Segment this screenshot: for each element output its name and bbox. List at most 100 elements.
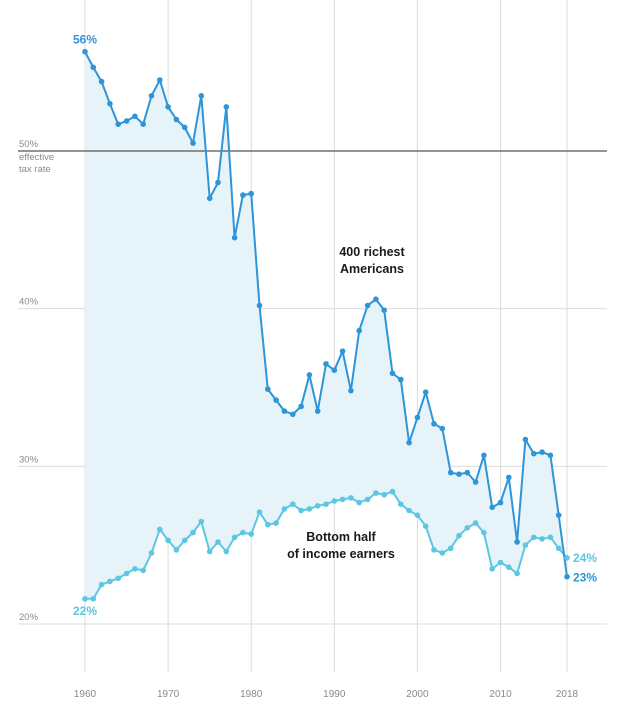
bottom-half-point-2018 [564,555,570,561]
bottom-half-point-1982 [265,521,271,528]
bottom-half-point-2017 [555,545,562,552]
richest-point-2012 [514,539,520,545]
richest-point-2000 [414,414,421,421]
richest-point-2004 [447,469,454,476]
richest-point-1968 [148,93,155,99]
richest-point-1982 [265,386,271,392]
bottom-half-point-2014 [531,534,537,541]
richest-point-1989 [323,361,329,367]
bottom-half-point-1974 [198,518,205,525]
area-between-series [85,51,567,599]
richest-point-1987 [306,372,313,378]
richest-point-2016 [547,452,554,459]
x-tick-label-4: 2000 [406,689,429,700]
richest-point-2003 [439,425,446,432]
richest-point-1988 [314,408,321,414]
richest-point-1975 [206,195,213,202]
bottom-half-point-1966 [132,566,138,572]
bottom-half-point-1971 [173,547,180,553]
richest-point-1992 [348,387,354,394]
bottom-half-point-2006 [464,525,471,531]
richest-point-1961 [90,64,97,71]
richest-point-1972 [181,124,188,131]
bottom-half-point-1998 [398,501,404,508]
richest-point-1976 [215,179,221,186]
bottom-half-point-2005 [456,532,462,539]
y-tick-label-2: 40% [19,297,39,308]
richest-point-1985 [290,411,296,418]
label-bottom-end: 24% [573,551,597,565]
richest-point-2011 [506,474,512,481]
bottom-half-point-1989 [323,501,329,508]
richest-point-2001 [422,389,429,396]
label-bottom-start: 22% [73,604,97,618]
richest-point-1980 [248,190,254,197]
annotation-richest-line1: 400 richest [339,245,405,259]
bottom-half-point-1973 [190,529,196,536]
series-points-bottom-half [82,488,570,602]
richest-point-2007 [472,479,479,485]
richest-point-2008 [481,452,487,459]
bottom-half-point-2013 [522,542,529,548]
richest-point-1978 [231,234,238,241]
bottom-half-point-1975 [206,548,213,555]
bottom-half-point-1960 [82,596,88,602]
x-tick-label-1: 1970 [157,689,180,700]
bottom-half-point-1981 [256,509,263,515]
bottom-half-point-2007 [472,520,479,526]
bottom-half-point-1986 [298,507,304,514]
richest-point-1986 [298,403,304,410]
series-points-400-richest [82,48,570,580]
bottom-half-point-1980 [248,531,254,537]
annotation-richest-line2: Americans [340,262,404,276]
bottom-half-point-1987 [306,506,313,512]
bottom-half-point-1977 [223,548,230,555]
y-tick-label-3: 50% [19,139,39,150]
bottom-half-point-1969 [157,526,163,533]
richest-point-1995 [373,296,379,303]
bottom-half-point-1978 [231,534,238,541]
bottom-half-point-2008 [481,529,487,536]
bottom-half-point-1995 [373,490,379,496]
richest-point-1999 [406,439,412,446]
bottom-half-point-2016 [547,534,554,541]
bottom-half-point-2004 [447,545,454,552]
bottom-half-point-1984 [281,506,288,512]
richest-point-2005 [456,471,462,478]
bottom-half-point-1994 [364,496,371,503]
richest-point-2009 [489,504,496,511]
bottom-half-point-2010 [497,559,504,566]
label-richest-start: 56% [73,33,97,47]
bottom-half-point-1983 [273,520,279,526]
richest-point-1977 [223,104,230,110]
richest-point-2015 [539,449,545,455]
richest-point-1967 [140,121,146,127]
bottom-half-point-1985 [290,501,296,508]
x-axis: 1960 1970 1980 1990 2000 2010 2018 [74,689,579,700]
bottom-half-point-2009 [489,566,496,572]
bottom-half-point-2001 [422,523,429,529]
bottom-half-point-1990 [331,498,338,504]
richest-point-2010 [497,499,504,506]
richest-point-2013 [522,436,529,443]
x-tick-label-0: 1960 [74,689,97,700]
richest-point-1969 [157,77,163,83]
bottom-half-point-1993 [356,499,363,506]
annotation-bottom-line2: of income earners [287,547,395,561]
bottom-half-point-1970 [165,537,171,544]
richest-point-2017 [555,512,562,518]
richest-point-1996 [381,307,388,314]
bottom-half-point-1997 [389,488,396,495]
bottom-half-point-1991 [339,496,346,503]
y-tick-extra-3-0: effective [19,152,54,163]
richest-point-1990 [331,367,338,374]
richest-point-1994 [364,302,371,309]
richest-point-1984 [281,408,288,414]
bottom-half-point-2003 [439,550,446,556]
richest-point-1998 [398,376,404,383]
richest-point-1966 [132,113,138,120]
x-tick-label-6: 2018 [556,689,579,700]
bottom-half-point-1976 [215,539,221,545]
